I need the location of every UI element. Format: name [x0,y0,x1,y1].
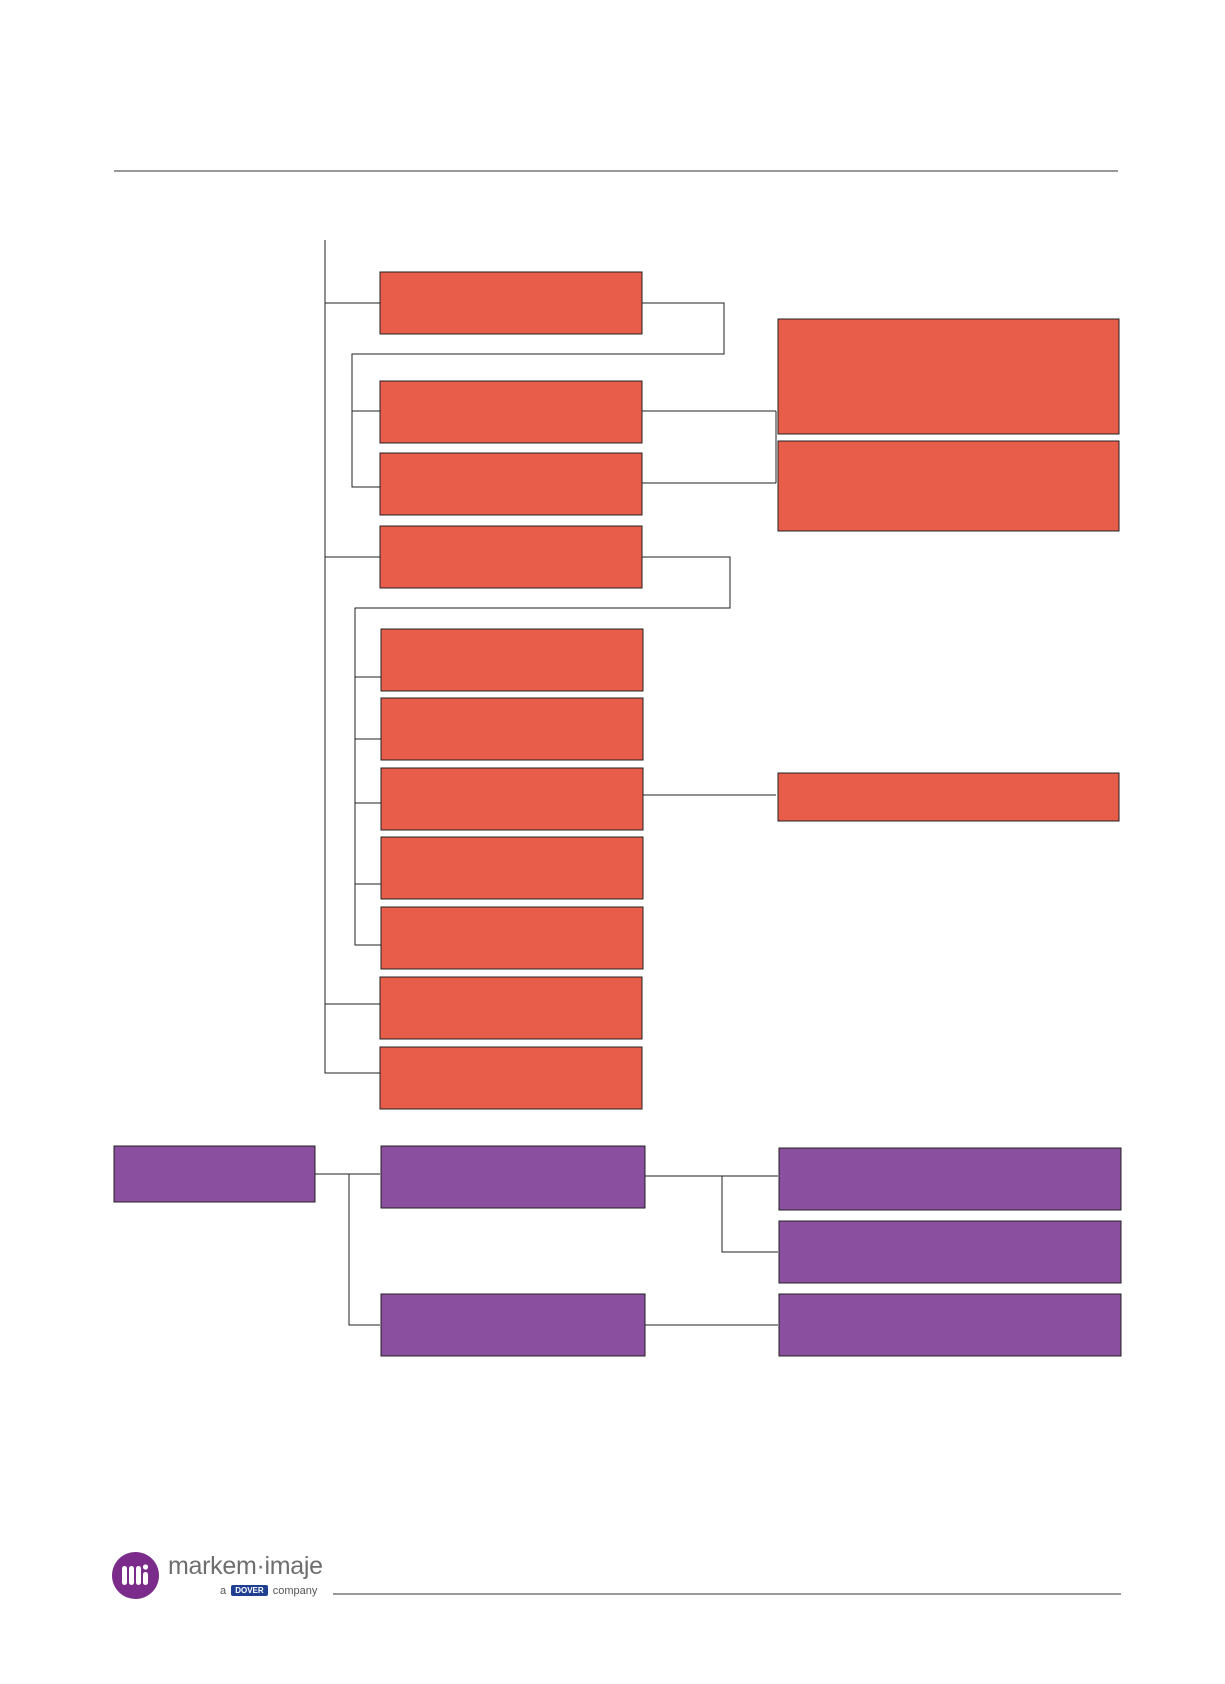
tagline-suffix: company [272,1585,318,1597]
red-node-9 [380,906,644,970]
red-node-right-3 [777,772,1120,822]
tagline-prefix: a [220,1585,227,1597]
red-node-10 [379,976,643,1040]
purple-node-right-1 [778,1147,1122,1211]
purple-node-1 [380,1145,646,1209]
brand-name: markem·imaje [168,1552,323,1580]
red-node-8 [380,836,644,900]
red-node-7 [380,767,644,831]
red-node-11 [379,1046,643,1110]
red-node-right-2 [777,440,1120,532]
markem-imaje-logo-mark-icon [112,1552,159,1599]
markem-imaje-logo: markem·imaje a DOVER company [112,1552,332,1612]
purple-boxes [113,1145,1122,1357]
purple-node-2 [380,1293,646,1357]
purple-node-right-2 [778,1220,1122,1284]
red-node-2 [379,380,643,444]
red-node-1 [379,271,643,335]
red-node-5 [380,628,644,692]
red-node-right-1 [777,318,1120,435]
red-boxes [379,271,1120,1110]
purple-root-node [113,1145,316,1203]
brand-tagline: a DOVER company [220,1585,317,1597]
red-node-6 [380,697,644,761]
dover-badge: DOVER [231,1585,268,1596]
purple-tree-connectors [315,1173,778,1326]
red-tree-connectors [324,240,777,1074]
red-node-3 [379,452,643,516]
red-node-4 [379,525,643,589]
purple-node-right-3 [778,1293,1122,1357]
